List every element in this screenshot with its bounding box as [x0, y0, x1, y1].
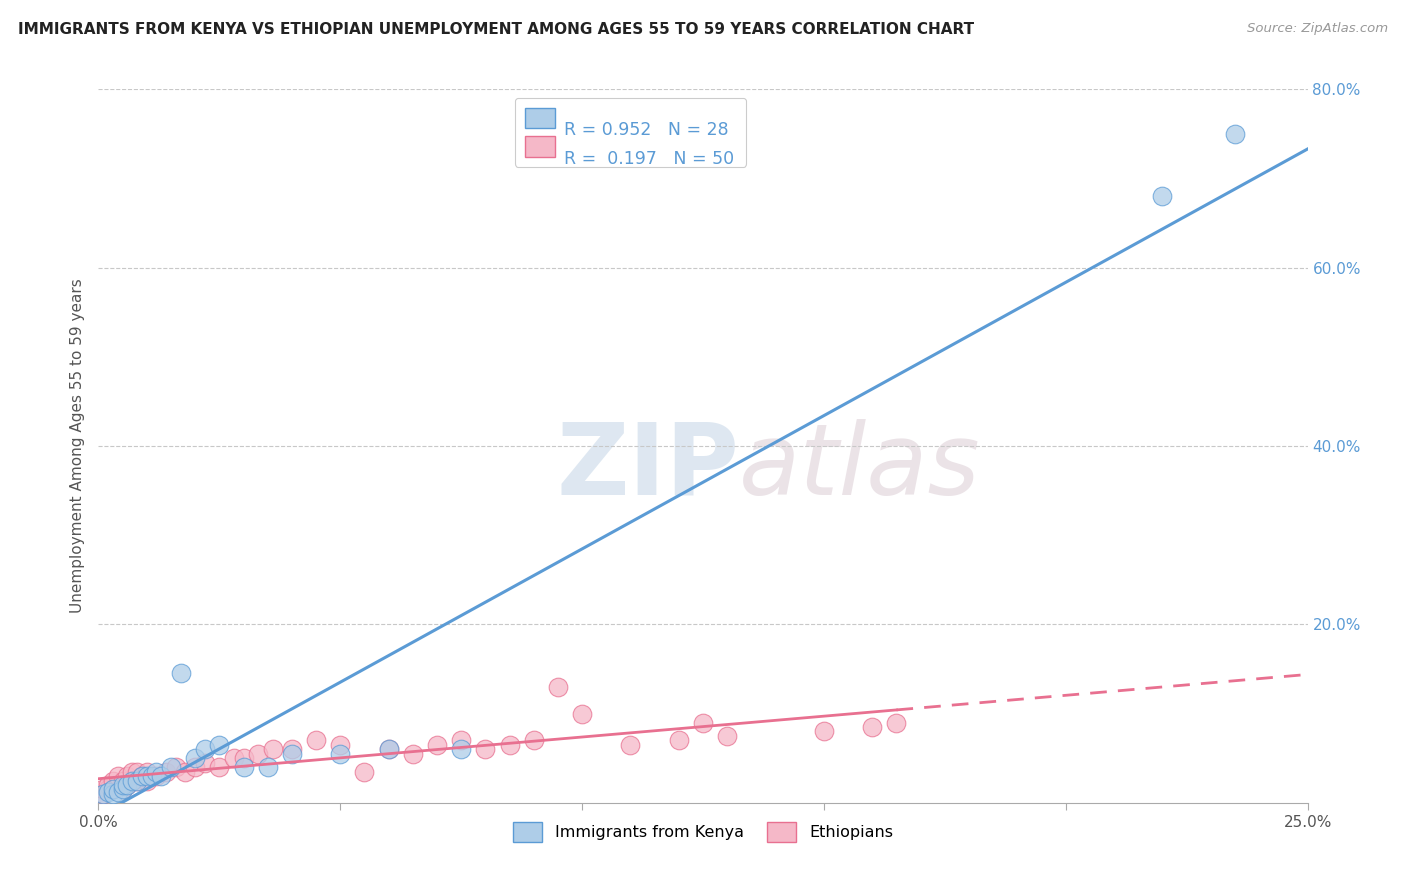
Point: [97, 782, 120, 797]
Point: [402, 747, 425, 761]
Point: [91, 787, 114, 801]
Point: [194, 742, 217, 756]
Point: [232, 760, 254, 774]
Text: R =  0.197   N = 50: R = 0.197 N = 50: [564, 150, 734, 168]
Point: [208, 760, 231, 774]
Text: R = 0.952   N = 28: R = 0.952 N = 28: [564, 121, 728, 139]
Point: [174, 764, 197, 779]
Point: [101, 773, 124, 788]
Point: [131, 769, 153, 783]
Point: [353, 764, 375, 779]
Point: [232, 751, 254, 765]
Point: [91, 782, 114, 797]
Point: [111, 782, 134, 797]
Point: [547, 680, 569, 694]
Point: [97, 785, 120, 799]
Point: [127, 773, 149, 788]
Point: [91, 787, 114, 801]
Point: [131, 769, 153, 783]
Point: [121, 773, 143, 788]
Point: [692, 715, 714, 730]
Point: [121, 773, 143, 788]
Point: [619, 738, 641, 752]
Point: [1152, 189, 1174, 203]
Point: [150, 769, 173, 783]
Point: [474, 742, 496, 756]
Legend: Immigrants from Kenya, Ethiopians: Immigrants from Kenya, Ethiopians: [506, 816, 900, 848]
Point: [450, 733, 472, 747]
Point: [184, 751, 207, 765]
Point: [135, 764, 157, 779]
Point: [256, 760, 278, 774]
Text: Source: ZipAtlas.com: Source: ZipAtlas.com: [1247, 22, 1388, 36]
Point: [222, 751, 245, 765]
Point: [247, 747, 270, 761]
Text: ZIP: ZIP: [557, 419, 740, 516]
Point: [121, 764, 143, 779]
Point: [117, 769, 139, 783]
Point: [107, 778, 129, 792]
Point: [184, 760, 207, 774]
Point: [135, 769, 157, 783]
Point: [97, 778, 120, 792]
Point: [160, 760, 183, 774]
Point: [169, 666, 191, 681]
Point: [262, 742, 284, 756]
Point: [111, 778, 134, 792]
Point: [305, 733, 328, 747]
Point: [450, 742, 472, 756]
Point: [117, 778, 139, 792]
Text: atlas: atlas: [740, 419, 981, 516]
Point: [135, 773, 157, 788]
Point: [145, 764, 167, 779]
Point: [523, 733, 546, 747]
Point: [141, 769, 163, 783]
Point: [329, 738, 352, 752]
Point: [127, 764, 149, 779]
Point: [194, 756, 217, 770]
Point: [377, 742, 399, 756]
Point: [208, 738, 231, 752]
Point: [111, 782, 134, 797]
Text: IMMIGRANTS FROM KENYA VS ETHIOPIAN UNEMPLOYMENT AMONG AGES 55 TO 59 YEARS CORREL: IMMIGRANTS FROM KENYA VS ETHIOPIAN UNEMP…: [18, 22, 974, 37]
Point: [127, 773, 149, 788]
Point: [117, 778, 139, 792]
Point: [377, 742, 399, 756]
Point: [860, 720, 883, 734]
Point: [281, 742, 304, 756]
Point: [111, 773, 134, 788]
Point: [165, 760, 187, 774]
Point: [813, 724, 835, 739]
Point: [1223, 127, 1246, 141]
Point: [716, 729, 738, 743]
Point: [155, 764, 177, 779]
Point: [668, 733, 690, 747]
Point: [107, 785, 129, 799]
Point: [101, 782, 124, 797]
Point: [101, 787, 124, 801]
Point: [107, 769, 129, 783]
Point: [426, 738, 449, 752]
Point: [498, 738, 520, 752]
Point: [101, 782, 124, 797]
Point: [145, 769, 167, 783]
Y-axis label: Unemployment Among Ages 55 to 59 years: Unemployment Among Ages 55 to 59 years: [69, 278, 84, 614]
Point: [281, 747, 304, 761]
Point: [329, 747, 352, 761]
Point: [571, 706, 593, 721]
Point: [886, 715, 908, 730]
